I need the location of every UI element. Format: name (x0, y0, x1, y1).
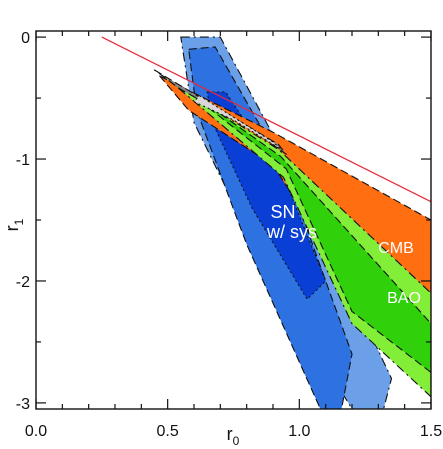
y-tick-label: 0 (21, 30, 30, 47)
y-tick-label: -2 (16, 274, 30, 291)
label-cmb: CMB (378, 240, 414, 257)
contour-combined-level-1 (193, 95, 282, 150)
contour-bao-level-2 (180, 85, 431, 373)
axis-ticks: 0.0 0.5 1.0 1.5 0 -1 -2 -3 (16, 30, 442, 440)
y-axis-label: r1 (2, 218, 26, 231)
contour-combined (153, 69, 287, 155)
x-tick-label: 0.5 (157, 423, 179, 440)
x-tick-label: 1.5 (420, 423, 442, 440)
y-tick-label: -3 (16, 396, 30, 413)
x-axis-label: r0 (227, 424, 240, 448)
label-sn: SN (270, 202, 295, 222)
x-tick-label: 1.0 (288, 423, 310, 440)
x-tick-label: 0.0 (25, 423, 47, 440)
contour-sn-level-1 (206, 91, 327, 300)
y-tick-label: -1 (16, 152, 30, 169)
overlay-labels: SN w/ sys CMB BAO (266, 202, 421, 307)
reference-line (101, 36, 431, 203)
plot-area (101, 36, 431, 409)
label-bao: BAO (387, 290, 421, 307)
label-sn-w-sys: w/ sys (266, 222, 317, 242)
contour-bao (172, 82, 431, 398)
